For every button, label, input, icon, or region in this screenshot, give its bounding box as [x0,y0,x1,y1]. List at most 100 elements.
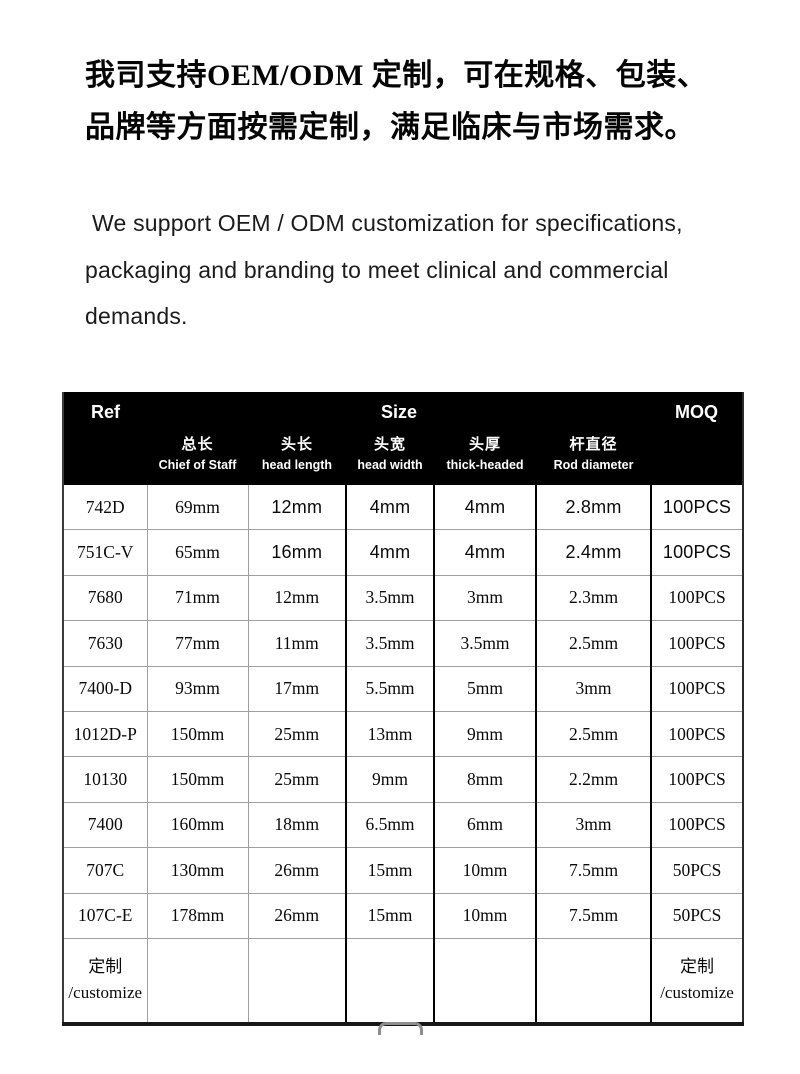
table-cell: 3mm [433,575,536,622]
table-row: 定制 /customize 定制 /customize [63,938,744,1024]
table-cell: 7400 [63,802,147,849]
table-cell: 100PCS [650,711,744,758]
spec-table: Ref Size MOQ 总长 Chief of Staff 头长 head leng… [62,392,745,1026]
table-cell: 65mm [146,529,248,576]
intro-english-line1: We support OEM / ODM customization for s… [92,210,683,236]
table-cell: 12mm [247,575,346,622]
subheader-en: head length [261,458,333,472]
header-size-label: Size [380,402,418,422]
table-cell: 100PCS [650,666,744,712]
table-cell: 130mm [146,847,248,894]
table-cell: 107C-E [63,893,147,939]
header-ref: Ref [63,392,147,485]
table-cell: 2.4mm [534,529,652,576]
intro-english: We support OEM / ODM customization for s… [85,200,745,340]
table-cell: 4mm [433,529,536,576]
header-main-row: Ref Size MOQ [63,392,744,485]
subheader-en: thick-headed [446,458,524,472]
table-cell: 100PCS [650,802,744,849]
heading-chinese: 我司支持OEM/ODM 定制，可在规格、包装、 品牌等方面按需定制，满足临床与市… [85,50,745,154]
table-cell: 9mm [345,756,434,803]
table-cell: 8mm [433,756,536,803]
subheader-en: Chief of Staff [158,458,237,472]
subheader-zh: 头厚 [468,436,501,453]
table-cell: 2.5mm [534,711,652,758]
spec-table-container: Ref Size MOQ 总长 Chief of Staff 头长 head leng… [62,392,745,1026]
table-cell: 26mm [247,847,346,894]
table-cell: 100PCS [650,485,744,531]
table-cell: 100PCS [650,575,744,622]
intro-english-line2: packaging and branding to meet clinical … [85,256,669,283]
table-row: 10130 150mm 25mm 9mm 8mm 2.2mm 100PCS [63,756,744,803]
table-cell: 7680 [63,575,147,622]
subheader-zh: 头长 [280,436,313,453]
table-cell: 50PCS [650,893,744,939]
header-moq: MOQ [651,392,744,485]
table-cell: 178mm [146,893,248,939]
table-cell: 77mm [146,620,248,667]
table-cell: 6mm [433,802,536,849]
table-row: 107C-E 178mm 26mm 15mm 10mm 7.5mm 50PCS [63,893,744,939]
table-cell: 69mm [146,485,248,531]
heading-chinese-line1: 我司支持OEM/ODM 定制，可在规格、包装、 [85,59,708,92]
table-cell: 12mm [247,485,346,531]
table-cell: 2.8mm [534,485,652,531]
table-cell: 100PCS [650,529,744,576]
table-cell [534,938,652,1024]
table-cell: 5mm [433,666,536,712]
table-cell: 3mm [534,802,652,849]
table-cell: 150mm [146,711,248,758]
table-cell: 17mm [247,666,346,712]
header-ref-label: Ref [90,402,120,422]
table-cell: 150mm [146,756,248,803]
table-cell: 18mm [247,802,346,849]
subheader-col-0: 总长 Chief of Staff [147,428,248,485]
table-cell: 4mm [433,485,536,531]
table-cell [247,938,346,1024]
table-cell: 16mm [247,529,346,576]
table-cell: 7630 [63,620,147,667]
table-row: 7630 77mm 11mm 3.5mm 3.5mm 2.5mm 100PCS [63,620,744,667]
subheader-col-2: 头宽 head width [346,428,434,485]
table-cell: 7.5mm [534,893,652,939]
header-moq-label: MOQ [675,402,719,422]
partial-rounded-shape [378,1022,423,1035]
subheader-zh: 头宽 [373,436,406,453]
table-cell: 100PCS [650,756,744,803]
subheader-col-1: 头长 head length [248,428,346,485]
header-size: Size [147,392,652,428]
table-row: 707C 130mm 26mm 15mm 10mm 7.5mm 50PCS [63,847,744,894]
table-cell: 3.5mm [345,620,434,667]
table-cell [146,938,248,1024]
table-cell: 3.5mm [433,620,536,667]
table-cell: 2.5mm [534,620,652,667]
table-cell: 2.3mm [534,575,652,622]
header-subheader-row: 总长 Chief of Staff 头长 head length 头宽 head widt… [63,428,743,485]
table-cell: 13mm [345,711,434,758]
table-cell: 9mm [433,711,536,758]
table-cell: 4mm [345,529,434,576]
subheader-en: head width [357,458,423,472]
table-cell: 7400-D [63,666,147,712]
table-cell: 26mm [247,893,346,939]
intro-english-line3: demands. [85,303,188,329]
table-row: 7400-D 93mm 17mm 5.5mm 5mm 3mm 100PCS [63,666,744,712]
table-cell: 10mm [433,893,536,939]
subheader-zh: 杆直径 [569,436,618,453]
table-cell: 751C-V [63,529,147,576]
heading-chinese-line2: 品牌等方面按需定制，满足临床与市场需求。 [85,111,695,144]
table-cell: 100PCS [650,620,744,667]
table-cell: 10mm [433,847,536,894]
table-row: 751C-V 65mm 16mm 4mm 4mm 2.4mm 100PCS [63,529,744,576]
table-cell: 71mm [146,575,248,622]
table-cell: 2.2mm [534,756,652,803]
subheader-zh: 总长 [181,436,214,453]
table-cell: 定制 /customize [68,957,143,1003]
table-cell: 93mm [146,666,248,712]
table-row: 7400 160mm 18mm 6.5mm 6mm 3mm 100PCS [63,802,744,849]
table-cell: 15mm [345,847,434,894]
subheader-en: Rod diameter [553,458,634,472]
table-cell: 3.5mm [345,575,434,622]
table-cell: 6.5mm [345,802,434,849]
table-cell: 4mm [345,485,434,531]
